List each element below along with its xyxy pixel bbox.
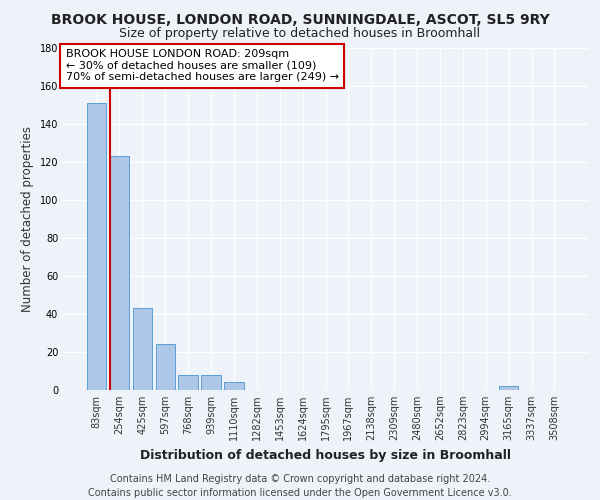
Bar bbox=[155, 344, 175, 390]
Y-axis label: Number of detached properties: Number of detached properties bbox=[21, 126, 34, 312]
X-axis label: Distribution of detached houses by size in Broomhall: Distribution of detached houses by size … bbox=[140, 449, 511, 462]
Bar bbox=[178, 375, 198, 390]
Bar bbox=[133, 308, 152, 390]
Bar bbox=[202, 375, 221, 390]
Text: Contains HM Land Registry data © Crown copyright and database right 2024.
Contai: Contains HM Land Registry data © Crown c… bbox=[88, 474, 512, 498]
Bar bbox=[87, 102, 106, 390]
Bar bbox=[224, 382, 244, 390]
Text: Size of property relative to detached houses in Broomhall: Size of property relative to detached ho… bbox=[119, 28, 481, 40]
Bar bbox=[499, 386, 518, 390]
Text: BROOK HOUSE, LONDON ROAD, SUNNINGDALE, ASCOT, SL5 9RY: BROOK HOUSE, LONDON ROAD, SUNNINGDALE, A… bbox=[50, 12, 550, 26]
Text: BROOK HOUSE LONDON ROAD: 209sqm
← 30% of detached houses are smaller (109)
70% o: BROOK HOUSE LONDON ROAD: 209sqm ← 30% of… bbox=[65, 49, 339, 82]
Bar bbox=[110, 156, 129, 390]
